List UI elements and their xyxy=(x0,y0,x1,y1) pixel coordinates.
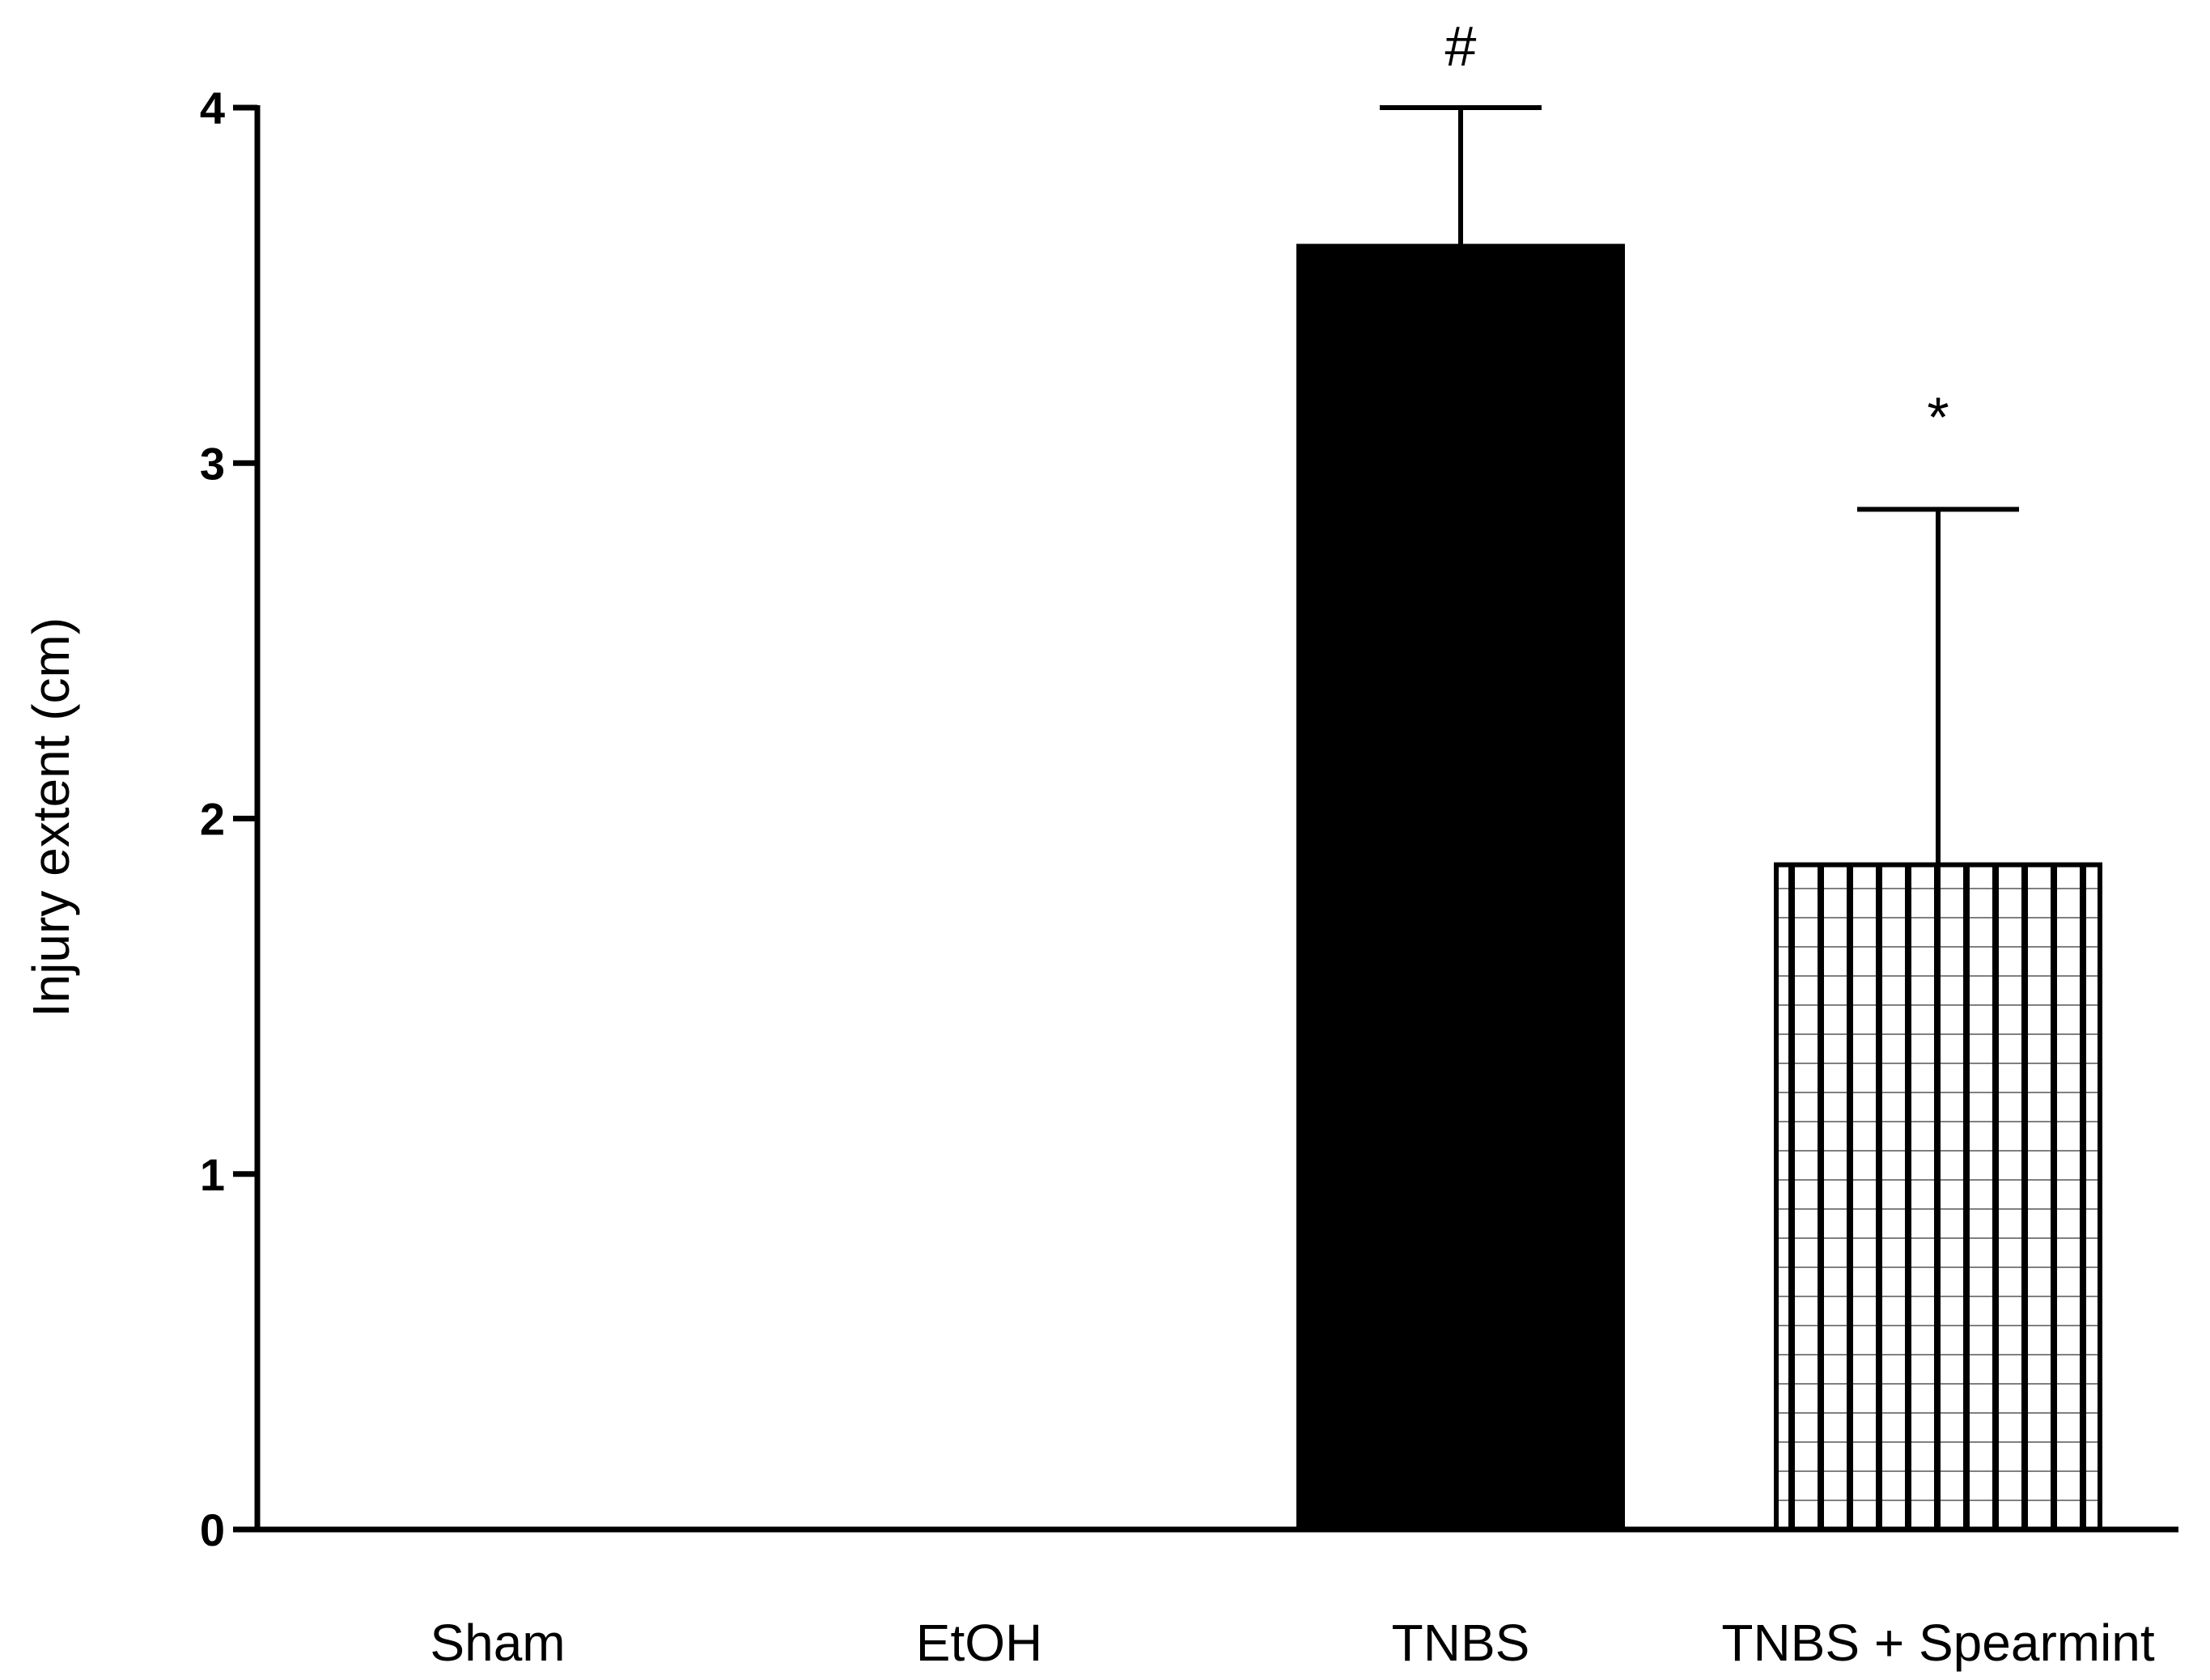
y-tick-label-2: 2 xyxy=(200,794,225,845)
y-tick-label-0: 0 xyxy=(200,1504,225,1555)
x-tick-label-0: Sham xyxy=(430,1614,565,1672)
x-tick-label-1: EtOH xyxy=(916,1614,1042,1672)
bar-2 xyxy=(1296,244,1625,1532)
x-tick-label-3: TNBS + Spearmint xyxy=(1721,1614,2155,1672)
y-axis-title: Injury extent (cm) xyxy=(22,617,80,1017)
annotation-2: # xyxy=(1445,15,1477,78)
bar-3 xyxy=(1774,862,2102,1533)
y-tick-label-3: 3 xyxy=(200,438,225,489)
x-tick-label-2: TNBS xyxy=(1392,1614,1530,1672)
y-tick-label-4: 4 xyxy=(200,83,225,134)
plot-area: Sham EtOH # TNBS * TNBS + Spearmint 0 1 2 3 4 xyxy=(200,15,2178,1672)
annotation-3: * xyxy=(1927,385,1949,448)
y-tick-label-1: 1 xyxy=(200,1149,225,1200)
